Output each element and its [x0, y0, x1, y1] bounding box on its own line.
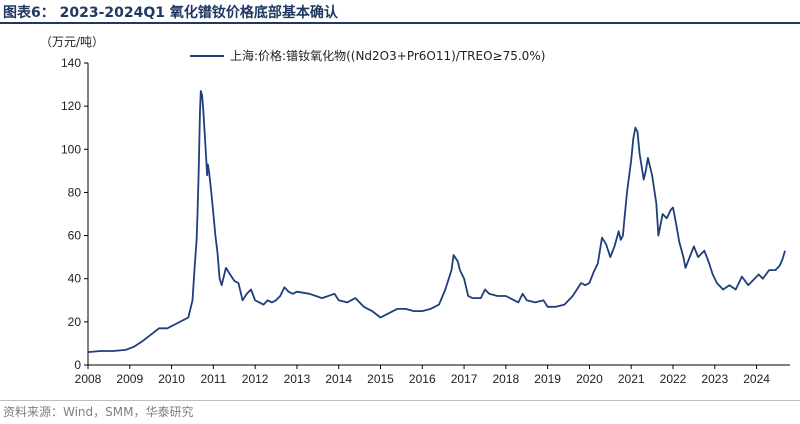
x-tick-label: 2024 — [743, 372, 770, 386]
source-note: 资料来源：Wind，SMM，华泰研究 — [3, 405, 194, 419]
x-tick-label: 2009 — [116, 372, 143, 386]
x-tick-label: 2011 — [200, 372, 226, 386]
chart-axes — [87, 63, 790, 366]
x-tick-label: 2023 — [701, 372, 728, 386]
series-layer — [87, 90, 786, 353]
x-tick-label: 2013 — [284, 372, 311, 386]
x-tick-label: 2022 — [660, 372, 687, 386]
x-tick-label: 2014 — [325, 372, 352, 386]
chart-title: 图表6： 2023-2024Q1 氧化镨钕价格底部基本确认 — [3, 5, 338, 21]
title-bar: 图表6： 2023-2024Q1 氧化镨钕价格底部基本确认 — [0, 0, 800, 24]
series-line — [87, 90, 786, 353]
x-tick-label: 2012 — [242, 372, 269, 386]
x-tick-label: 2019 — [534, 372, 561, 386]
x-tick-label: 2021 — [618, 372, 645, 386]
x-tick-label: 2015 — [367, 372, 394, 386]
x-tick-label: 2017 — [451, 372, 478, 386]
footer-divider — [0, 400, 800, 401]
x-tick-label: 2016 — [409, 372, 436, 386]
y-tick-label: 80 — [68, 185, 82, 199]
legend: 上海:价格:镨钕氧化物((Nd2O3+Pr6O11)/TREO≥75.0%) — [190, 48, 545, 63]
x-tick-label: 2018 — [493, 372, 520, 386]
x-axis-ticks: 2008 2009 2010 2011 2012 2013 2014 2015 2016 2017… — [75, 365, 770, 386]
y-axis-ticks: 0 20 40 60 80 100 120 140 — [61, 56, 88, 372]
x-tick-label: 2010 — [158, 372, 185, 386]
y-tick-label: 20 — [68, 315, 82, 329]
y-tick-label: 60 — [68, 229, 82, 243]
y-tick-label: 40 — [68, 272, 82, 286]
y-tick-label: 100 — [61, 142, 81, 156]
legend-label: 上海:价格:镨钕氧化物((Nd2O3+Pr6O11)/TREO≥75.0%) — [230, 48, 545, 63]
y-tick-label: 140 — [61, 56, 81, 70]
x-tick-label: 2020 — [576, 372, 603, 386]
y-tick-label: 0 — [74, 358, 81, 372]
y-tick-label: 120 — [61, 99, 81, 113]
y-axis-unit-label: （万元/吨） — [40, 35, 104, 49]
x-tick-label: 2008 — [75, 372, 102, 386]
